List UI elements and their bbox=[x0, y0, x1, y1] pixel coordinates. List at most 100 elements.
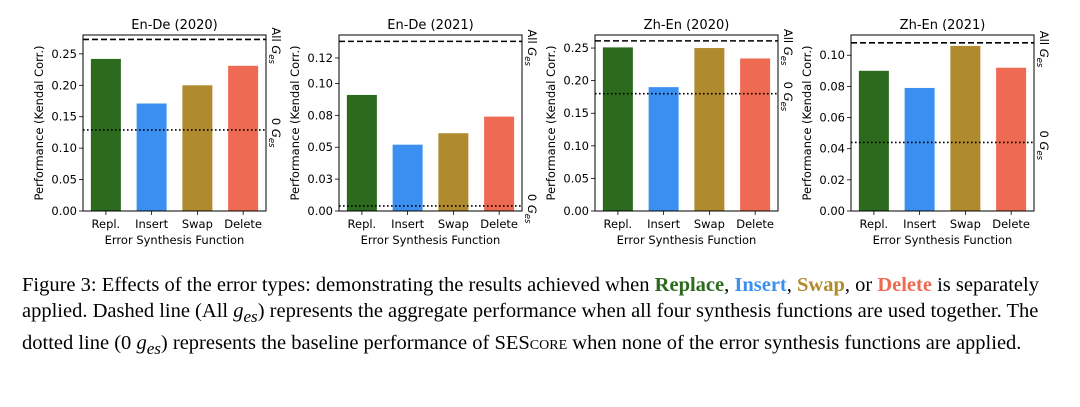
ref-label-g: G bbox=[269, 129, 283, 138]
caption-text: ) represents the aggregate performance w… bbox=[22, 300, 1039, 355]
all-ges-label: All Ges bbox=[522, 29, 539, 66]
chart-title: En-De (2021) bbox=[387, 18, 474, 33]
y-tick-label: 0.10 bbox=[563, 139, 589, 153]
ref-label-sub: es bbox=[1034, 150, 1044, 160]
zero-ges-label: 0 Ges bbox=[266, 118, 283, 148]
ref-label-prefix: All bbox=[269, 27, 283, 45]
caption-sescore-sc: core bbox=[529, 332, 568, 355]
all-ges-label: All Ges bbox=[778, 29, 795, 66]
bar-swap bbox=[950, 45, 981, 212]
zero-ges-label: 0 Ges bbox=[1034, 130, 1051, 160]
x-tick-label: Delete bbox=[736, 217, 774, 231]
caption-insert: Insert bbox=[734, 274, 787, 296]
y-axis-label: Performance (Kendal Corr.) bbox=[32, 46, 46, 201]
ref-label-prefix: All bbox=[525, 29, 539, 47]
ref-label-sub: es bbox=[1034, 58, 1044, 68]
bar-delete bbox=[228, 65, 259, 211]
plot-frame bbox=[82, 34, 267, 212]
ref-label-g: G bbox=[781, 93, 795, 102]
y-tick-label: 0.00 bbox=[307, 204, 333, 218]
chart-panel-2: En-De (2021) Repl. Insert Swap Delete 0.00 0.0… bbox=[288, 18, 539, 247]
caption-text: ) represents the baseline performance of bbox=[160, 332, 495, 355]
all-ges-label: All Ges bbox=[266, 27, 283, 64]
chart-panel-3: Zh-En (2020) Repl. Insert Swap Delete 0.00 0.0… bbox=[544, 18, 795, 247]
ref-label-prefix: 0 bbox=[781, 82, 795, 93]
y-tick-label: 0.25 bbox=[563, 41, 589, 55]
caption-delete: Delete bbox=[877, 274, 932, 296]
y-tick-label: 0.10 bbox=[307, 76, 333, 90]
x-tick-label: Delete bbox=[992, 217, 1030, 231]
ref-label-sub: es bbox=[522, 214, 532, 224]
plot-frame bbox=[850, 34, 1035, 212]
y-tick-label: 0.15 bbox=[563, 106, 589, 120]
x-tick-label: Delete bbox=[224, 217, 262, 231]
chart-title: Zh-En (2020) bbox=[644, 18, 730, 33]
bar-insert bbox=[904, 87, 935, 211]
chart-panel-4: Zh-En (2021) Repl. Insert Swap Delete 0.00 0.0… bbox=[800, 18, 1051, 247]
y-tick-label: 0.05 bbox=[563, 171, 589, 185]
caption-text: when none of the error synthesis functio… bbox=[567, 332, 1022, 355]
bar-insert bbox=[136, 103, 167, 211]
y-axis-label: Performance (Kendal Corr.) bbox=[288, 46, 302, 201]
ref-label-prefix: 0 bbox=[1037, 130, 1051, 141]
ref-label-prefix: 0 bbox=[525, 194, 539, 205]
bar-repl bbox=[346, 94, 377, 211]
x-tick-label: Delete bbox=[480, 217, 518, 231]
y-tick-label: 0.05 bbox=[51, 173, 77, 187]
figure-caption: Figure 3: Effects of the error types: de… bbox=[22, 272, 1067, 362]
ref-label-sub: es bbox=[266, 54, 276, 64]
ref-label-g: G bbox=[269, 45, 283, 54]
ref-label-g: G bbox=[1037, 49, 1051, 58]
bar-delete bbox=[996, 67, 1027, 211]
y-tick-label: 0.15 bbox=[51, 110, 77, 124]
chart-panel-1: En-De (2020) Repl. Insert Swap Delete 0.00 0.0… bbox=[32, 18, 283, 247]
caption-swap: Swap bbox=[797, 274, 845, 296]
y-tick-label: 0.00 bbox=[563, 204, 589, 218]
ref-label-sub: es bbox=[522, 56, 532, 66]
y-tick-label: 0.02 bbox=[819, 173, 845, 187]
ref-label-prefix: All bbox=[781, 29, 795, 47]
zero-ges-label: 0 Ges bbox=[778, 82, 795, 112]
caption-math-g: g bbox=[136, 332, 147, 355]
caption-text: is separately applied. Dashed line (All bbox=[22, 274, 1039, 322]
ref-label-sub: es bbox=[778, 102, 788, 112]
all-ges-label: All Ges bbox=[1034, 31, 1051, 68]
x-tick-label: Swap bbox=[694, 217, 725, 231]
caption-sescore: SES bbox=[494, 332, 530, 355]
x-tick-label: Insert bbox=[135, 217, 168, 231]
x-axis-label: Error Synthesis Function bbox=[617, 233, 757, 247]
caption-math-sub: es bbox=[243, 307, 258, 327]
x-tick-label: Repl. bbox=[92, 217, 121, 231]
y-tick-label: 0.06 bbox=[819, 111, 845, 125]
ref-label-sub: es bbox=[778, 56, 788, 66]
bar-swap bbox=[694, 48, 725, 212]
x-axis-label: Error Synthesis Function bbox=[873, 233, 1013, 247]
caption-text: , bbox=[724, 274, 735, 296]
bar-repl bbox=[90, 58, 121, 212]
y-tick-label: 0.05 bbox=[307, 140, 333, 154]
bar-delete bbox=[740, 58, 771, 211]
zero-ges-label: 0 Ges bbox=[522, 194, 539, 224]
caption-replace: Replace bbox=[654, 274, 725, 296]
ref-label-g: G bbox=[525, 205, 539, 214]
y-axis-label: Performance (Kendal Corr.) bbox=[544, 46, 558, 201]
ref-label-prefix: All bbox=[1037, 31, 1051, 49]
figure-3: En-De (2020) Repl. Insert Swap Delete 0.00 0.0… bbox=[32, 18, 1051, 247]
caption-text: , or bbox=[844, 274, 878, 296]
chart-title: Zh-En (2021) bbox=[900, 18, 986, 33]
figure-svg: En-De (2020) Repl. Insert Swap Delete 0.00 0.0… bbox=[32, 18, 1051, 247]
x-tick-label: Repl. bbox=[860, 217, 889, 231]
bar-repl bbox=[858, 70, 889, 212]
y-axis-label: Performance (Kendal Corr.) bbox=[800, 46, 814, 201]
x-tick-label: Swap bbox=[950, 217, 981, 231]
bar-insert bbox=[392, 144, 423, 211]
y-tick-label: 0.00 bbox=[51, 204, 77, 218]
ref-label-g: G bbox=[525, 47, 539, 56]
ref-label-g: G bbox=[781, 47, 795, 56]
y-tick-label: 0.12 bbox=[307, 51, 333, 65]
y-tick-label: 0.00 bbox=[819, 204, 845, 218]
x-tick-label: Swap bbox=[438, 217, 469, 231]
bar-insert bbox=[648, 87, 679, 211]
plot-frame bbox=[594, 34, 779, 212]
caption-math-g: g bbox=[233, 300, 244, 322]
